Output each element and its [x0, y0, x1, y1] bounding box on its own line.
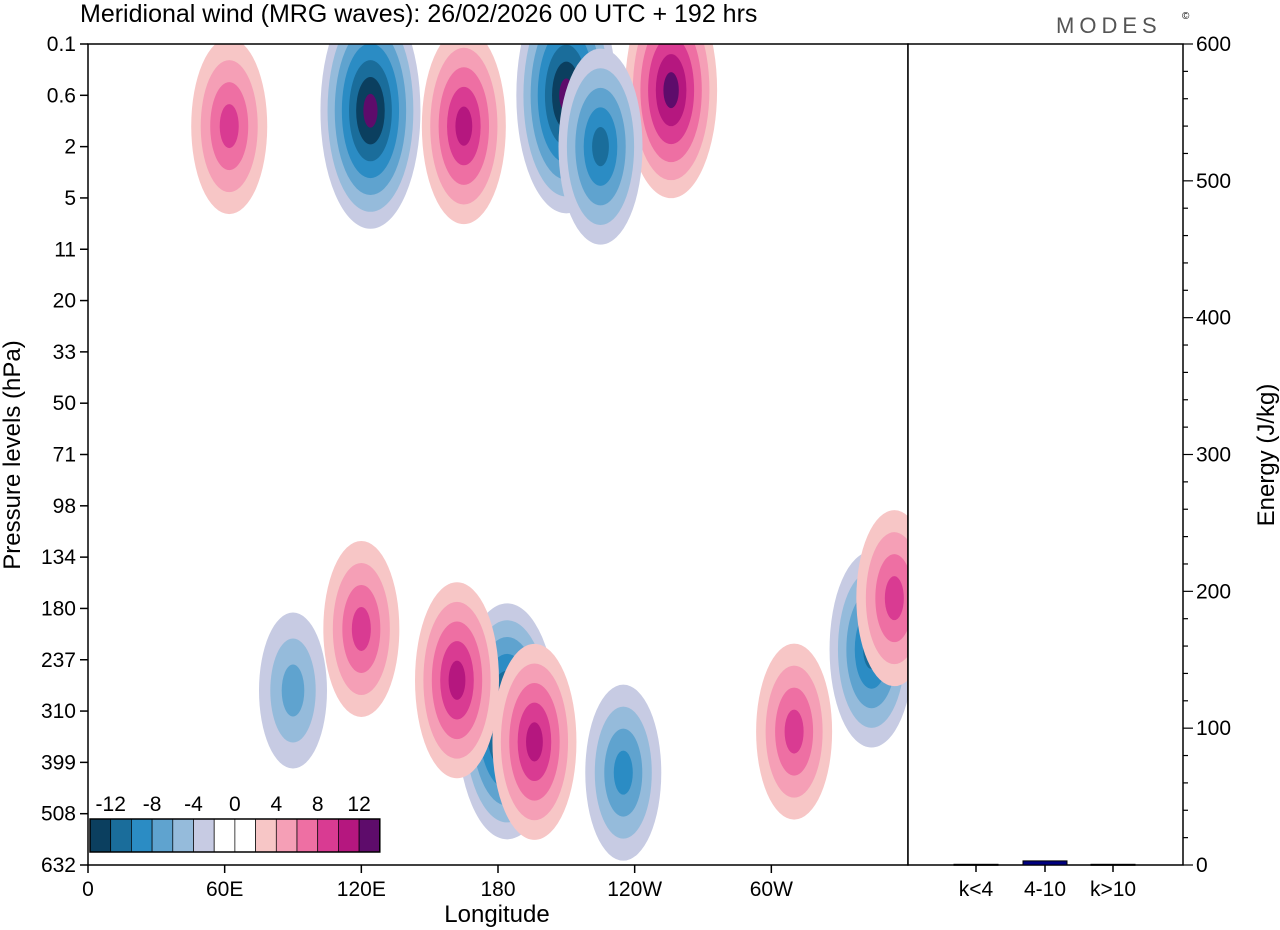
- energy-axis: 0 100 200 300 400 500 600: [1183, 33, 1231, 877]
- wave-feature: [415, 582, 499, 779]
- wave-feature: [856, 510, 908, 687]
- wave-feature: [320, 44, 421, 229]
- wave-feature: [323, 540, 400, 717]
- colorbar-swatch: [213, 818, 236, 853]
- colorbar-swatch: [131, 818, 153, 853]
- colorbar-label: 12: [347, 793, 370, 816]
- contour-band: [884, 576, 904, 621]
- colorbar: -12 -8 -4 0 4 8 12: [89, 793, 381, 853]
- modes-logo: MODES: [1056, 13, 1162, 38]
- y-tick-label: 180: [41, 597, 76, 620]
- contour-band: [613, 750, 633, 795]
- colorbar-swatch: [296, 818, 319, 853]
- contour-band: [281, 664, 305, 717]
- energy-panel: [907, 43, 1184, 866]
- y-tick-label: 0.6: [47, 84, 76, 107]
- energy-bars: k<4 4-10 k>10: [953, 860, 1136, 901]
- y-tick-label: 310: [41, 700, 76, 723]
- wave-feature: [421, 44, 506, 225]
- energy-tick-label: 400: [1196, 307, 1231, 330]
- energy-category-label: k>10: [1090, 878, 1136, 901]
- y-tick-label: 33: [53, 341, 76, 364]
- colorbar-swatch: [338, 818, 360, 853]
- contour-band: [592, 127, 609, 167]
- logo-mark: ©: [1182, 11, 1190, 22]
- colorbar-frame: [89, 818, 381, 853]
- y-tick-label: 71: [53, 444, 76, 467]
- x-tick-label: 60E: [206, 878, 243, 901]
- y-tick-label: 134: [41, 546, 76, 569]
- y-tick-label: 98: [53, 495, 76, 518]
- x-tick-label: 120W: [607, 878, 662, 901]
- y-tick-label: 50: [53, 392, 76, 415]
- energy-tick-label: 300: [1196, 444, 1231, 467]
- x-tick-label: 0: [82, 878, 94, 901]
- colorbar-label: -12: [96, 793, 126, 816]
- colorbar-swatch: [275, 818, 298, 853]
- colorbar-swatch: [255, 818, 277, 853]
- energy-category-label: k<4: [959, 878, 994, 901]
- y-tick-label: 2: [64, 136, 76, 159]
- energy-tick-label: 100: [1196, 717, 1231, 740]
- y-axis-label: Pressure levels (hPa): [0, 340, 26, 569]
- chart-title: Meridional wind (MRG waves): 26/02/2026 …: [80, 0, 757, 28]
- y-tick-label: 399: [41, 751, 76, 774]
- y-tick-label: 20: [53, 290, 76, 313]
- contour-band: [351, 606, 371, 651]
- contour-band: [219, 104, 239, 149]
- energy-tick-label: 200: [1196, 580, 1231, 603]
- x-axis-label: Longitude: [444, 901, 549, 928]
- wave-feature: [756, 643, 833, 820]
- x-tick-label: 60W: [750, 878, 793, 901]
- colorbar-label: -8: [143, 793, 162, 816]
- colorbar-swatch: [151, 818, 174, 853]
- colorbar-swatch: [110, 818, 132, 853]
- colorbar-swatch: [193, 818, 215, 853]
- energy-bar: [1022, 860, 1068, 866]
- contour-band: [663, 72, 679, 109]
- y-tick-label: 11: [54, 238, 76, 261]
- colorbar-label: 4: [270, 793, 282, 816]
- colorbar-swatch: [358, 818, 381, 853]
- contour-band: [448, 660, 466, 700]
- wave-feature: [492, 643, 577, 840]
- colorbar-swatch: [172, 818, 194, 853]
- energy-axis-label: Energy (J/kg): [1253, 384, 1280, 527]
- energy-tick-label: 600: [1196, 33, 1231, 56]
- colorbar-swatch: [317, 818, 339, 853]
- wave-feature: [191, 44, 268, 215]
- colorbar-label: 8: [312, 793, 324, 816]
- colorbar-label: -4: [184, 793, 203, 816]
- contour-band: [363, 93, 378, 128]
- wave-feature: [585, 684, 662, 861]
- contour-band: [784, 709, 804, 754]
- heatmap-plot: [191, 44, 908, 861]
- wave-feature: [625, 44, 718, 199]
- y-tick-label: 0.1: [47, 33, 76, 56]
- energy-tick-label: 500: [1196, 170, 1231, 193]
- colorbar-swatch: [234, 818, 256, 853]
- energy-tick-label: 0: [1196, 854, 1208, 877]
- colorbar-swatch: [89, 818, 112, 853]
- energy-category-label: 4-10: [1024, 878, 1066, 901]
- x-axis: 0 60E 120E 180 120W 60W: [82, 865, 793, 901]
- colorbar-label: 0: [229, 793, 241, 816]
- x-tick-label: 180: [480, 878, 515, 901]
- y-axis: 0.1 0.6 2 5 11 20 33 50 71 98 134 180 237 310 399 508 63…: [41, 33, 88, 877]
- contour-band: [526, 722, 543, 762]
- x-tick-label: 120E: [337, 878, 386, 901]
- y-tick-label: 237: [41, 649, 76, 672]
- contour-band: [455, 106, 473, 146]
- y-tick-label: 632: [41, 854, 76, 877]
- wave-feature: [259, 612, 327, 769]
- y-tick-label: 5: [64, 187, 76, 210]
- y-tick-label: 508: [41, 803, 76, 826]
- wave-feature: [558, 48, 643, 245]
